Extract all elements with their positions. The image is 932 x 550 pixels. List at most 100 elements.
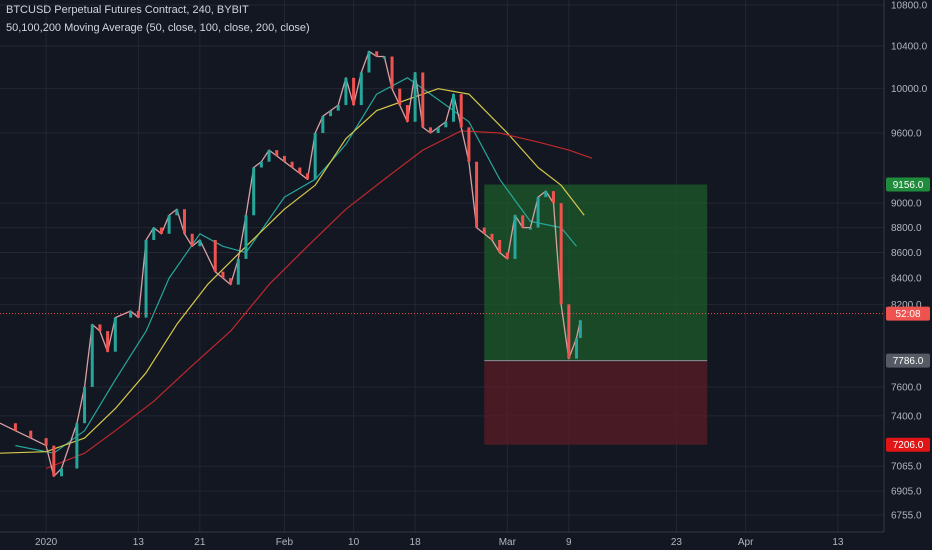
candle	[290, 161, 294, 168]
y-tick-label: 8200.0	[891, 300, 922, 311]
candle	[90, 324, 94, 387]
candle	[344, 77, 348, 106]
time-axis-labels: 2020 13 21 Feb 10 18 Mar 9 23 Apr 13	[35, 537, 844, 548]
long-position-tool[interactable]	[484, 184, 708, 445]
candle	[275, 150, 279, 156]
moving-averages	[0, 77, 593, 470]
candle	[575, 337, 579, 359]
ma100-line	[0, 88, 585, 454]
candle	[167, 215, 171, 234]
candle	[452, 94, 456, 122]
candle	[113, 317, 117, 352]
stop-price-badge-label: 7206.0	[893, 440, 924, 451]
candle	[359, 72, 363, 106]
x-tick-label: 13	[133, 537, 145, 548]
x-tick-label: Apr	[738, 537, 754, 548]
candle	[551, 191, 555, 204]
current-price-badge	[886, 306, 930, 321]
candle	[467, 127, 471, 162]
candle	[136, 310, 140, 318]
candle	[498, 239, 502, 253]
candle	[421, 72, 425, 128]
candle	[252, 167, 256, 216]
y-tick-label: 10800.0	[891, 1, 928, 12]
candle	[44, 438, 48, 446]
candle	[398, 88, 402, 106]
y-tick-label: 8800.0	[891, 223, 922, 234]
candle	[182, 209, 186, 234]
price-axis-labels: 10800.0 10400.0 10000.0 9600.0 9000.0 8800.0 8…	[891, 1, 928, 522]
x-tick-label: Mar	[499, 537, 517, 548]
y-tick-label: 7400.0	[891, 411, 922, 422]
candle	[475, 161, 479, 228]
price-line	[0, 50, 582, 477]
entry-price-badge	[886, 353, 930, 368]
candle	[444, 121, 448, 128]
candle	[190, 233, 194, 247]
entry-price-badge-label: 7786.0	[893, 356, 924, 367]
candle	[413, 72, 417, 122]
candle	[305, 173, 309, 180]
indicator-legend[interactable]: 50,100,200 Moving Average (50, close, 10…	[6, 22, 310, 34]
y-tick-label: 6905.0	[891, 487, 922, 498]
price-badges: 9156.0 7786.0 52:08 7206.0	[886, 177, 930, 452]
candle	[229, 278, 233, 285]
candle	[282, 155, 286, 162]
y-tick-label: 9600.0	[891, 129, 922, 140]
candle	[59, 468, 63, 477]
candle	[567, 304, 571, 359]
target-price-badge	[886, 177, 930, 192]
candle	[75, 423, 79, 469]
candle	[367, 51, 371, 73]
y-tick-label: 7600.0	[891, 382, 922, 393]
candle	[29, 430, 33, 439]
candle	[390, 56, 394, 89]
candle	[459, 94, 463, 128]
x-tick-label: 18	[410, 537, 422, 548]
candle	[336, 105, 340, 111]
price-series	[0, 50, 582, 477]
candle	[321, 116, 325, 134]
candle	[375, 51, 379, 57]
candle	[198, 239, 202, 247]
candle	[98, 324, 102, 332]
candle	[83, 386, 87, 424]
candle	[329, 110, 333, 117]
candle	[244, 215, 248, 259]
candle	[221, 271, 225, 279]
candle	[298, 167, 302, 174]
x-tick-label: 13	[832, 537, 844, 548]
price-axis-panel[interactable]	[884, 0, 932, 532]
x-tick-label: 9	[566, 537, 572, 548]
target-price-badge-label: 9156.0	[893, 180, 924, 191]
candle	[405, 105, 409, 122]
candle	[544, 191, 548, 198]
y-tick-label: 9000.0	[891, 199, 922, 210]
loss-zone	[484, 360, 708, 445]
candle	[436, 127, 440, 134]
x-tick-label: 21	[194, 537, 206, 548]
chart-title[interactable]: BTCUSD Perpetual Futures Contract, 240, …	[6, 4, 249, 16]
x-tick-label: 10	[348, 537, 360, 548]
candle	[352, 77, 356, 106]
time-axis-panel[interactable]	[0, 532, 884, 550]
ma50-line	[15, 77, 577, 454]
candle	[259, 161, 263, 168]
candle	[482, 227, 486, 234]
y-tick-label: 6755.0	[891, 510, 922, 521]
ma200-line	[45, 130, 593, 470]
candle	[106, 331, 110, 352]
profit-zone	[484, 184, 708, 361]
y-tick-label: 8600.0	[891, 248, 922, 259]
candle	[52, 445, 56, 477]
y-tick-label: 10000.0	[891, 84, 928, 95]
candle	[559, 203, 563, 305]
y-tick-label: 8400.0	[891, 274, 922, 285]
candle	[313, 133, 317, 180]
current-price-badge-label: 52:08	[895, 309, 920, 320]
candle	[175, 209, 179, 216]
candle	[578, 320, 582, 338]
x-tick-label: 23	[671, 537, 683, 548]
